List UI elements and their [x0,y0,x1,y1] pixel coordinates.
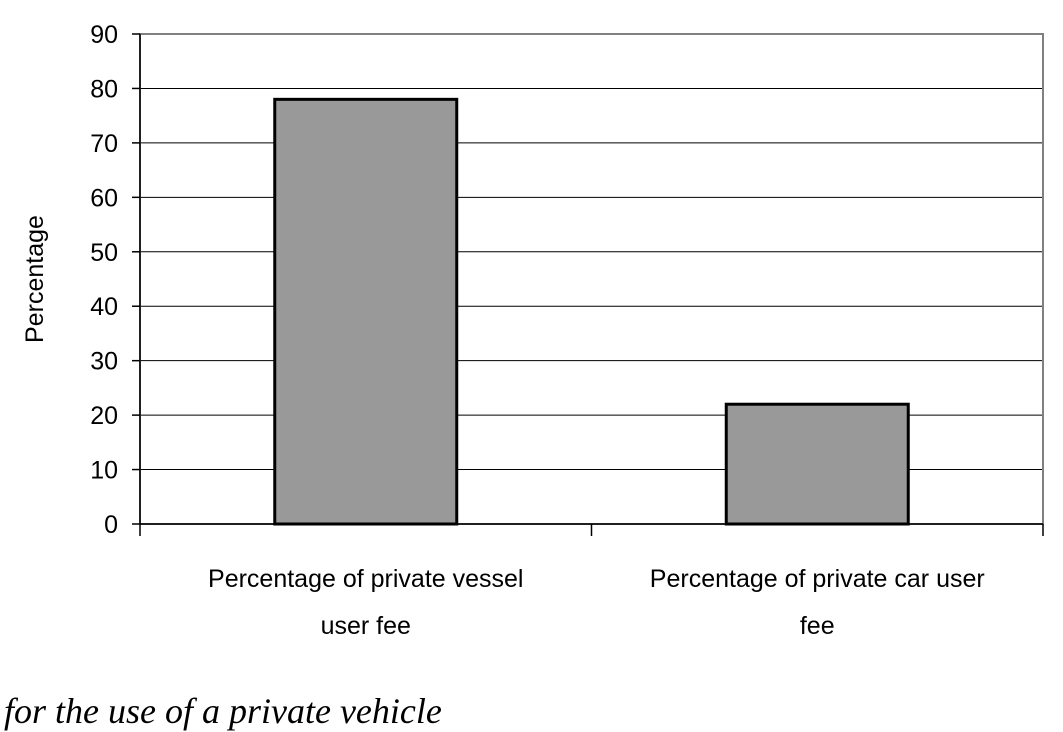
y-tick-label: 10 [90,457,118,485]
y-tick-label: 90 [90,21,118,49]
y-tick-label: 60 [90,184,118,212]
x-category-labels: Percentage of private vessel user fee Perc… [208,565,985,640]
y-tick-label: 0 [104,511,118,539]
y-tick-label: 20 [90,402,118,430]
x-category-label: Percentage of private car user [650,565,985,593]
bar [273,97,459,526]
y-tick-label: 80 [90,75,118,103]
y-tick-label: 30 [90,348,118,376]
bars [273,97,910,526]
axes [132,33,1044,536]
y-tick-label: 40 [90,293,118,321]
y-tick-label: 50 [90,239,118,267]
figure-caption: for the use of a private vehicle [4,691,442,731]
y-tick-label: 70 [90,130,118,158]
x-category-label: Percentage of private vessel [208,565,523,593]
y-tick-labels: 0 10 20 30 40 50 60 70 80 90 [90,21,118,539]
bar [724,402,910,526]
x-category-label: fee [800,612,835,640]
x-category-label: user fee [321,612,411,640]
y-axis-title: Percentage [21,215,49,343]
